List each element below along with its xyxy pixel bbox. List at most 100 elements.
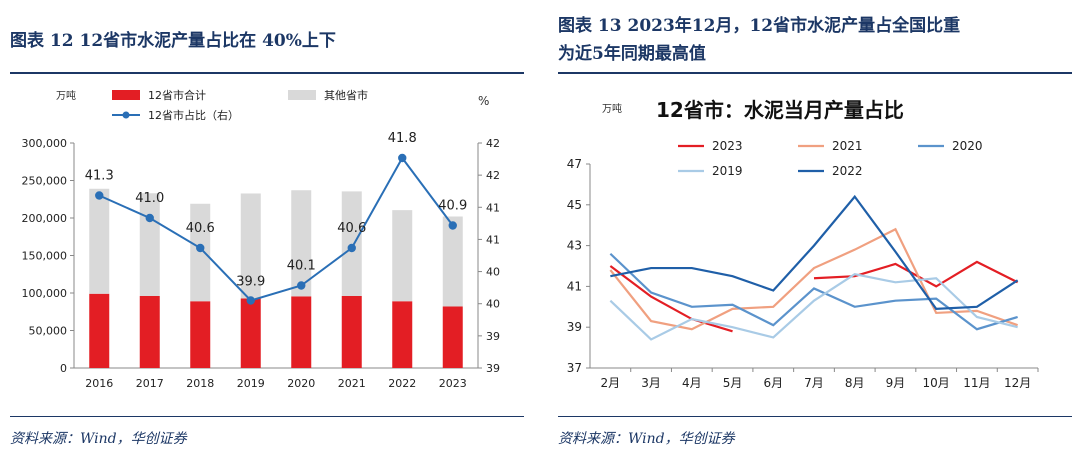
- figure-12-title-rule: [10, 72, 524, 74]
- x-tick-label: 8月: [845, 376, 865, 390]
- x-tick-label: 2019: [237, 377, 265, 390]
- share-data-label: 40.6: [186, 221, 215, 236]
- left-y-tick-label: 100,000: [22, 287, 68, 300]
- x-tick-label: 12月: [1004, 376, 1031, 390]
- x-tick-label: 11月: [963, 376, 990, 390]
- bar-other-provinces: [89, 188, 110, 294]
- bar-12-province: [392, 301, 413, 368]
- line-series-2023: [813, 260, 1019, 288]
- share-data-label: 41.3: [85, 169, 114, 184]
- share-data-label: 40.1: [287, 259, 316, 274]
- right-y-tick-label: 39: [486, 330, 500, 343]
- y-tick-label: 43: [567, 239, 582, 253]
- share-point: [95, 191, 104, 200]
- bar-12-province: [139, 296, 160, 368]
- bar-12-province: [442, 306, 463, 368]
- y-tick-label: 47: [567, 157, 582, 171]
- left-y-tick-label: 200,000: [22, 212, 68, 225]
- left-y-tick-label: 150,000: [22, 250, 68, 263]
- legend-label-other-provinces: 其他省市: [324, 88, 368, 102]
- bar-other-provinces: [240, 193, 261, 299]
- bar-other-provinces: [442, 216, 463, 307]
- line-series-2019: [609, 272, 1018, 341]
- figure-13-panel: 图表 13 2023年12月，12省市水泥产量占全国比重 为近5年同期最高值 万…: [548, 0, 1080, 455]
- legend-label-2023: 2023: [712, 139, 743, 153]
- y-tick-label: 39: [567, 320, 582, 334]
- bar-other-provinces: [139, 193, 160, 296]
- share-data-label: 40.6: [337, 221, 366, 236]
- x-tick-label: 2月: [601, 376, 621, 390]
- x-tick-label: 2018: [186, 377, 214, 390]
- figure-12-title: 图表 12 12省市水泥产量占比在 40%上下: [10, 31, 336, 51]
- left-y-tick-label: 300,000: [22, 137, 68, 150]
- right-y-tick-label: 41: [486, 201, 500, 214]
- right-y-tick-label: 42: [486, 169, 500, 182]
- chart-title: 12省市：水泥当月产量占比: [656, 98, 904, 122]
- legend-label-2021: 2021: [832, 139, 863, 153]
- x-tick-label: 7月: [804, 376, 824, 390]
- bar-12-province: [291, 296, 312, 368]
- figure-13-source-rule: [558, 416, 1072, 417]
- legend-marker-share: [122, 111, 130, 119]
- figure-12-panel: 图表 12 12省市水泥产量占比在 40%上下 万吨% 0 50,000 100,00…: [0, 0, 530, 455]
- bar-other-provinces: [392, 210, 413, 302]
- legend-label-share: 12省市占比（右）: [148, 108, 239, 122]
- legend-swatch-other-provinces: [288, 90, 316, 100]
- bar-12-province: [89, 293, 110, 368]
- bar-other-provinces: [190, 203, 211, 302]
- x-tick-label: 2016: [85, 377, 113, 390]
- bar-12-province: [240, 298, 261, 368]
- bar-other-provinces: [291, 190, 312, 297]
- y-tick-label: 45: [567, 198, 582, 212]
- x-tick-label: 2022: [388, 377, 416, 390]
- figure-13-title-line2: 为近5年同期最高值: [558, 44, 706, 64]
- legend-swatch-12-province: [112, 90, 140, 100]
- share-point: [297, 281, 306, 290]
- share-point: [196, 243, 205, 253]
- x-tick-label: 2017: [136, 377, 164, 390]
- line-series-2022: [610, 194, 1019, 310]
- line-series-2020: [609, 252, 1018, 331]
- line-share: [98, 156, 454, 302]
- legend-label-2022: 2022: [832, 164, 863, 178]
- right-y-tick-label: 40: [486, 298, 500, 311]
- figure-13-chart: 万吨 12省市：水泥当月产量占比 37 39 41 43 45 47 2月 3月 4月 5月 6月 7月 8…: [567, 98, 1039, 390]
- share-point: [448, 221, 457, 230]
- right-axis-unit: %: [478, 94, 489, 108]
- x-tick-label: 4月: [682, 376, 702, 390]
- share-point: [347, 243, 356, 253]
- right-y-tick-label: 39: [486, 362, 500, 375]
- legend-label-12-province: 12省市合计: [148, 88, 206, 102]
- figure-12-source: 资料来源：Wind，华创证券: [10, 431, 187, 447]
- y-tick-label: 41: [567, 279, 582, 293]
- x-tick-label: 2020: [287, 377, 315, 390]
- share-point: [145, 213, 154, 223]
- share-point: [398, 153, 407, 163]
- x-tick-label: 2023: [439, 377, 467, 390]
- share-data-label: 41.8: [388, 131, 417, 146]
- right-y-tick-label: 41: [486, 233, 500, 246]
- x-tick-label: 2021: [338, 377, 366, 390]
- right-y-tick-label: 40: [486, 266, 500, 279]
- share-data-label: 39.9: [236, 275, 265, 290]
- figure-13-source: 资料来源：Wind，华创证券: [558, 431, 735, 447]
- share-data-label: 40.9: [438, 199, 467, 214]
- x-tick-label: 10月: [923, 376, 950, 390]
- figure-13-title-line1: 图表 13 2023年12月，12省市水泥产量占全国比重: [558, 16, 961, 36]
- bar-other-provinces: [341, 191, 362, 296]
- x-tick-label: 5月: [723, 376, 743, 390]
- figure-12-source-rule: [10, 416, 524, 417]
- y-tick-label: 37: [567, 361, 582, 375]
- left-y-tick-label: 50,000: [29, 325, 68, 338]
- left-axis-unit: 万吨: [56, 89, 76, 102]
- legend-label-2020: 2020: [952, 139, 983, 153]
- x-tick-label: 9月: [886, 376, 906, 390]
- share-point: [246, 296, 255, 305]
- right-y-tick-label: 42: [486, 137, 500, 150]
- share-data-label: 41.0: [135, 191, 164, 206]
- x-tick-label: 6月: [763, 376, 783, 390]
- y-axis-unit: 万吨: [602, 102, 622, 115]
- left-y-tick-label: 0: [60, 362, 67, 375]
- figure-12-chart: 万吨 % 0 50,000 100,000 150,000 200,000 250,000 30…: [22, 88, 501, 390]
- figure-13-title-rule: [558, 72, 1072, 74]
